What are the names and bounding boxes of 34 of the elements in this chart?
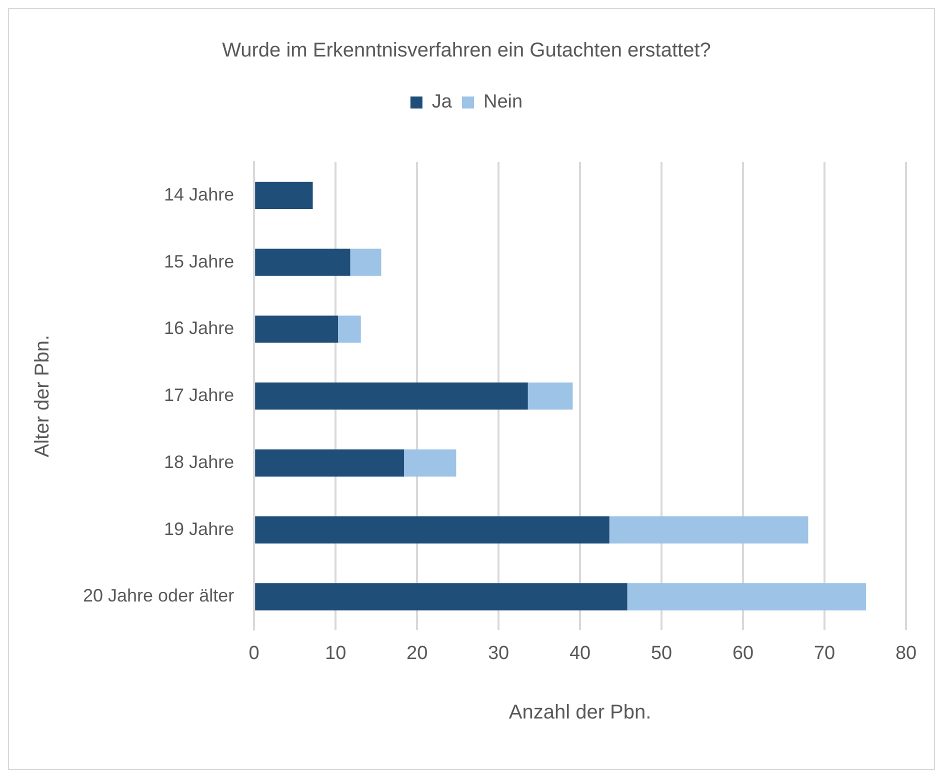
bar (255, 248, 350, 276)
x-tick-label: 50 (650, 642, 672, 664)
chart-title: Wurde im Erkenntnisverfahren ein Gutachten erstattet? (222, 40, 711, 62)
bar (255, 182, 313, 210)
bar (255, 449, 404, 477)
y-axis-title: Alter der Pbn. (32, 334, 54, 458)
x-tick-label: 0 (248, 642, 260, 664)
x-tick-label: 20 (406, 642, 428, 664)
bar (255, 316, 338, 343)
legend-label: Nein (483, 92, 523, 113)
legend-label: Ja (432, 92, 452, 113)
y-tick-label: 15 Jahre (164, 251, 234, 272)
bar (255, 516, 610, 544)
bar (338, 316, 361, 343)
x-tick-label: 60 (732, 642, 754, 664)
x-tick-label: 30 (488, 642, 510, 664)
x-tick-label: 80 (895, 642, 917, 664)
y-tick-label: 20 Jahre oder älter (83, 586, 234, 606)
bar (609, 516, 808, 544)
bar (255, 583, 628, 610)
bar (627, 583, 866, 610)
bar (404, 449, 456, 477)
x-tick-label: 40 (569, 642, 591, 664)
y-tick-label: 19 Jahre (164, 518, 234, 539)
x-tick-label: 10 (325, 642, 346, 664)
y-tick-label: 18 Jahre (164, 452, 234, 472)
y-tick-label: 17 Jahre (164, 385, 234, 406)
bar (350, 248, 382, 276)
x-axis-title: Anzahl der Pbn. (508, 702, 652, 724)
y-tick-label: 14 Jahre (164, 184, 234, 204)
bar (255, 382, 528, 410)
x-tick-label: 70 (814, 642, 836, 664)
y-tick-label: 16 Jahre (164, 318, 234, 338)
bar (528, 382, 573, 410)
